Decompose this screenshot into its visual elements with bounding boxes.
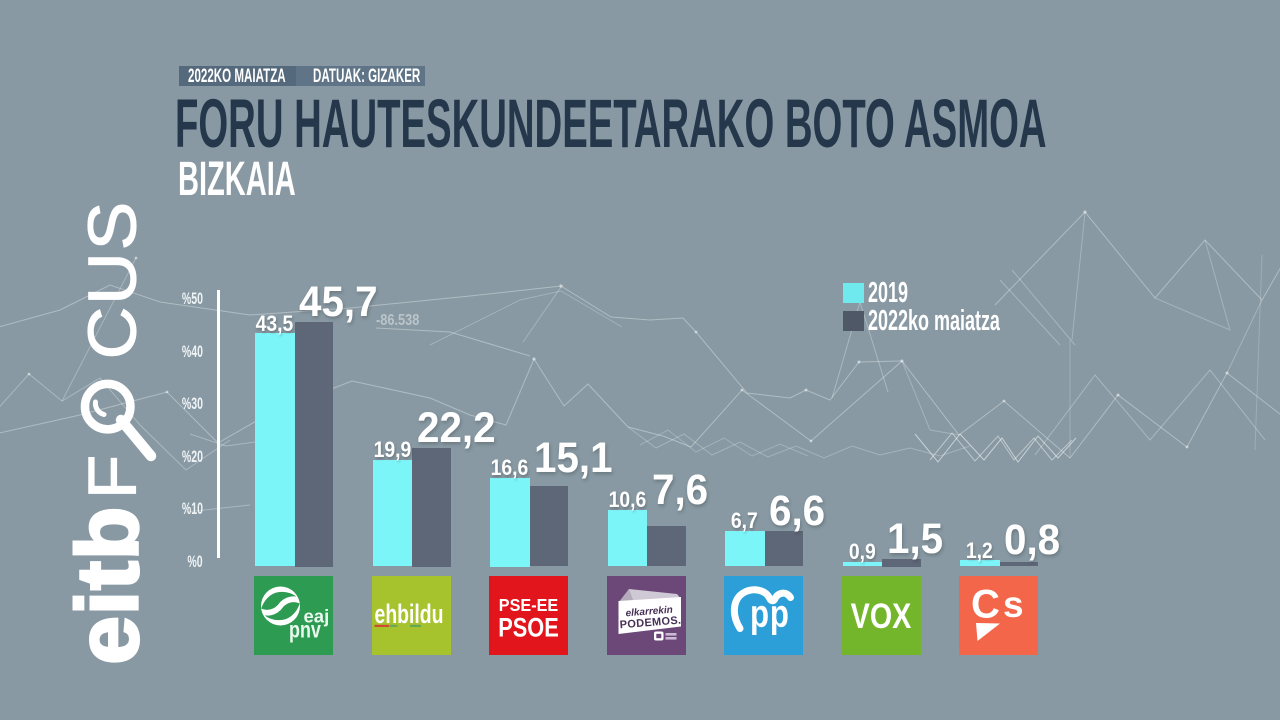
svg-text:C: C <box>74 307 150 360</box>
svg-text:elkarrekin: elkarrekin <box>625 605 673 620</box>
svg-text:eaj: eaj <box>304 606 330 627</box>
svg-text:pnv: pnv <box>289 617 321 643</box>
svg-text:F: F <box>74 455 150 500</box>
svg-text:PODEMOS.: PODEMOS. <box>619 614 681 631</box>
svg-text:C: C <box>971 583 1000 627</box>
svg-text:PSE-EE: PSE-EE <box>499 595 558 615</box>
svg-text:VOX: VOX <box>850 596 911 635</box>
svg-text:S: S <box>74 202 150 251</box>
svg-text:PSOE: PSOE <box>498 614 559 644</box>
svg-text:pp: pp <box>750 593 790 636</box>
svg-text:U: U <box>74 252 150 305</box>
svg-text:ehbildu: ehbildu <box>374 599 443 629</box>
svg-text:s: s <box>1003 584 1024 625</box>
svg-text:eitb: eitb <box>60 506 157 665</box>
